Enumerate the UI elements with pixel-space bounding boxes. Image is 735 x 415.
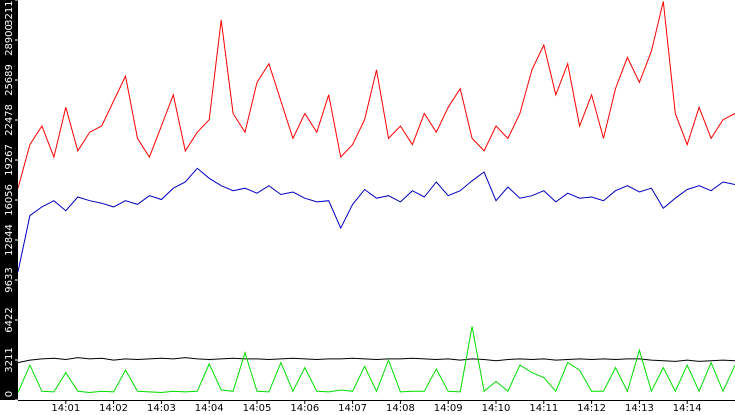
series-line [17,357,735,364]
y-tick-label: 28900 [4,24,15,56]
x-tick-label: 14:01 [51,403,80,414]
y-tick-label: 3211 [4,347,15,372]
series-line [17,167,735,272]
x-tick-label: 14:08 [386,403,415,414]
series-line [17,1,735,189]
y-axis-band [0,0,18,400]
y-tick-label: 25689 [4,64,15,96]
x-tick-label: 14:10 [482,403,511,414]
x-tick-label: 14:13 [625,403,654,414]
y-tick-label: 6422 [4,307,15,332]
x-tick-label: 14:02 [99,403,128,414]
y-tick-label: 9633 [4,267,15,292]
x-tick-label: 14:03 [147,403,176,414]
y-tick-label: 16056 [4,184,15,216]
y-tick-label: 19267 [4,144,15,176]
x-tick-label: 14:09 [434,403,463,414]
x-tick-label: 14:11 [529,403,558,414]
x-tick-label: 14:05 [243,403,272,414]
series-line [17,326,735,394]
x-tick-label: 14:07 [338,403,367,414]
y-tick-label: 32112 [4,0,15,26]
y-tick-label: 12844 [4,224,15,256]
x-tick-label: 14:06 [290,403,319,414]
x-tick-label: 14:04 [195,403,224,414]
x-tick-label: 14:14 [673,403,702,414]
x-tick-label: 14:12 [577,403,606,414]
y-tick-label: 22478 [4,104,15,136]
y-tick-label: 0 [4,391,15,397]
